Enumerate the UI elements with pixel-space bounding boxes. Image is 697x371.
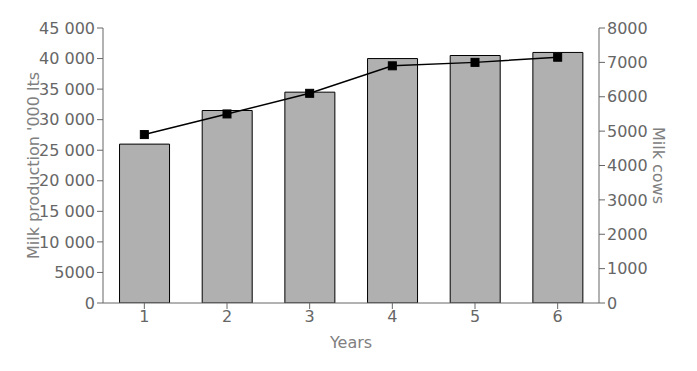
svg-text:8000: 8000 (607, 19, 648, 38)
svg-text:3000: 3000 (607, 191, 648, 210)
svg-text:5: 5 (470, 307, 480, 326)
svg-text:20 000: 20 000 (39, 171, 95, 190)
svg-text:4: 4 (387, 307, 397, 326)
svg-text:30 000: 30 000 (39, 110, 95, 129)
svg-text:40 000: 40 000 (39, 49, 95, 68)
svg-text:0: 0 (85, 294, 95, 313)
svg-text:1: 1 (139, 307, 149, 326)
svg-text:3: 3 (305, 307, 315, 326)
svg-text:Milk production '000 lts: Milk production '000 lts (24, 72, 43, 259)
svg-text:5000: 5000 (607, 122, 648, 141)
svg-text:35 000: 35 000 (39, 80, 95, 99)
svg-text:1000: 1000 (607, 259, 648, 278)
svg-text:6000: 6000 (607, 87, 648, 106)
svg-text:4000: 4000 (607, 156, 648, 175)
svg-text:10 000: 10 000 (39, 233, 95, 252)
svg-text:15 000: 15 000 (39, 202, 95, 221)
svg-text:2000: 2000 (607, 225, 648, 244)
svg-text:6: 6 (553, 307, 563, 326)
svg-text:Years: Years (329, 333, 372, 352)
svg-text:0: 0 (607, 294, 617, 313)
svg-text:2: 2 (222, 307, 232, 326)
svg-text:45 000: 45 000 (39, 19, 95, 38)
svg-text:Milk cows: Milk cows (649, 127, 668, 204)
svg-text:7000: 7000 (607, 53, 648, 72)
svg-text:5000: 5000 (54, 263, 95, 282)
svg-text:25 000: 25 000 (39, 141, 95, 160)
